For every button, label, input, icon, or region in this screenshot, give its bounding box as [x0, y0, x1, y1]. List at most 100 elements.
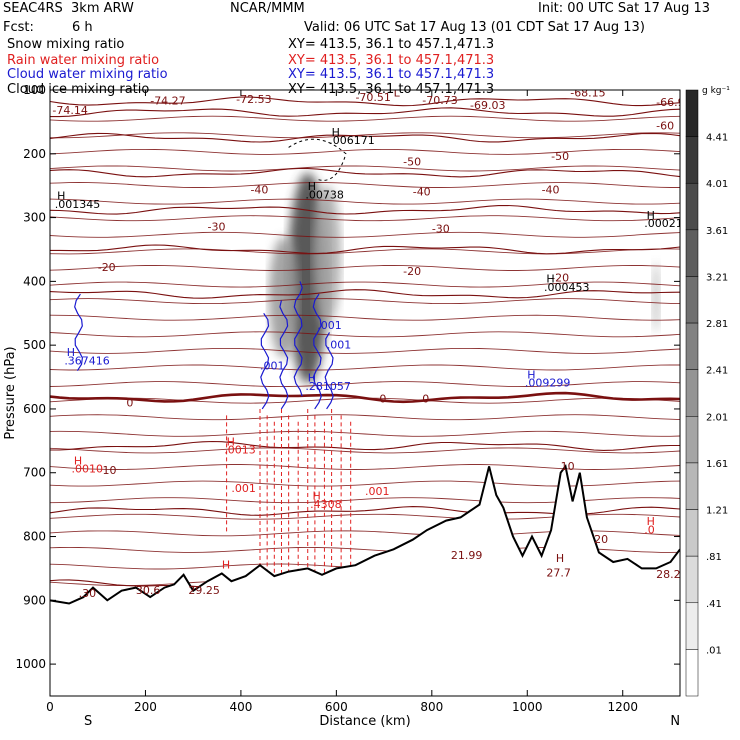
isotherm--70	[50, 96, 680, 107]
isotherm-label: -72.53	[236, 93, 271, 106]
isotherm-label: -20	[551, 271, 569, 284]
cloud-water-contour	[293, 281, 303, 397]
isotherm-label: -20	[403, 265, 421, 278]
contour-value-label: .001	[260, 359, 285, 372]
isotherm-label: -50	[551, 150, 569, 163]
colorbar: 4.41 4.01 3.61 3.21 2.81 2.41 2.01 1.61 1.21 .81.…	[685, 86, 730, 697]
extremum-value: .0	[644, 523, 655, 536]
field-xy-cloudwater: XY= 413.5, 36.1 to 457.1,471.3	[288, 67, 495, 82]
y-tick-label: 300	[23, 211, 46, 225]
plot-frame	[49, 89, 681, 697]
shading-blob	[312, 185, 341, 327]
extremum-value: .000211	[644, 217, 690, 230]
x-tick-label: 1000	[512, 700, 543, 714]
isotherm--50	[50, 132, 680, 143]
colorbar-tick-label: .01	[706, 645, 722, 656]
isotherm--20	[50, 244, 680, 255]
field-xy-rain: XY= 413.5, 36.1 to 457.1,471.3	[288, 53, 495, 68]
extremum-value: .000453	[544, 281, 590, 294]
isotherm--60	[50, 107, 680, 118]
isotherm-label: -60	[656, 120, 674, 133]
colorbar-swatch	[685, 649, 699, 697]
valid-time: Valid: 06 UTC Sat 17 Aug 13 (01 CDT Sat …	[304, 20, 645, 35]
extremum-marker: H	[67, 346, 75, 359]
extremum-marker: H	[227, 435, 235, 448]
contour-value-label: .001	[365, 485, 390, 498]
extremum-marker: H	[74, 454, 82, 467]
colorbar-swatch	[685, 369, 699, 417]
extremum-marker: H	[308, 180, 316, 193]
colorbar-tick-label: 3.21	[706, 272, 728, 283]
contour-value-label: H	[556, 552, 564, 565]
shading-blob	[268, 236, 299, 358]
colorbar-tick-label: 2.41	[706, 366, 728, 377]
y-tick-label: 1000	[15, 657, 46, 671]
extremum-marker: H	[332, 126, 340, 139]
colorbar-swatch	[685, 602, 699, 650]
isotherm-minor	[50, 464, 680, 470]
isotherm-label: -40	[413, 185, 431, 198]
isotherm-label: 10	[103, 464, 117, 477]
colorbar-unit: g kg⁻¹	[702, 86, 730, 96]
extremum-marker: H	[647, 515, 655, 528]
fcst-value: 6 h	[72, 20, 93, 35]
isotherm-minor	[50, 248, 680, 255]
colorbar-tick-label: 4.01	[706, 179, 728, 190]
contour-value-label: .30	[79, 587, 97, 600]
isotherm--10	[50, 289, 680, 299]
isotherm-label: -30	[432, 222, 450, 235]
isotherm-label: 0	[379, 393, 386, 406]
x-tick-label: 400	[229, 700, 252, 714]
south-label: S	[84, 714, 92, 729]
contour-labels: -74.27 -72.53 -70.51 -70.73 -69.03 -68.15 -66.…	[52, 90, 690, 600]
cloud-water-contour	[324, 332, 334, 410]
isotherm-label: 20	[594, 533, 608, 546]
fcst-label: Fcst:	[3, 20, 34, 35]
y-tick-label: 100	[23, 83, 46, 97]
contour-value-label: 28.28	[656, 568, 688, 581]
y-axis-label: Pressure (hPa)	[3, 346, 18, 439]
extremum-marker: H	[527, 368, 535, 381]
terrain-surface	[50, 464, 680, 696]
cloud-water-contour	[279, 300, 289, 410]
isotherm-label: -70.73	[422, 94, 457, 107]
colorbar-tick-label: .81	[706, 552, 722, 563]
isotherm--30	[50, 204, 680, 215]
model-title: SEAC4RS 3km ARW	[3, 1, 134, 16]
extremum-value: .00738	[305, 188, 344, 201]
mixing-ratio-shading	[268, 172, 661, 384]
cloud-water-contour	[74, 293, 84, 372]
terrain-line	[50, 464, 680, 605]
isotherm-0	[50, 391, 680, 404]
contour-value-label: -74.14	[52, 104, 87, 117]
colorbar-tick-label: 1.61	[706, 459, 728, 470]
field-xy-snow: XY= 413.5, 36.1 to 457.1,471.3	[288, 37, 495, 52]
colorbar-swatch	[685, 322, 699, 370]
colorbar-swatch	[685, 89, 699, 137]
isotherm-minor	[50, 281, 680, 288]
x-axis-label: Distance (km)	[319, 714, 410, 729]
y-tick-label: 700	[23, 466, 46, 480]
colorbar-tick-label: 4.41	[706, 133, 728, 144]
extremum-value: .4308	[310, 498, 342, 511]
isotherm-minor	[50, 414, 680, 421]
extremum-marker: H	[647, 209, 655, 222]
colorbar-tick-label: 3.61	[706, 226, 728, 237]
y-tick-label: 400	[23, 274, 46, 288]
colorbar-swatch	[685, 182, 699, 231]
isotherm-label: -69.03	[470, 99, 505, 112]
north-label: N	[670, 714, 680, 729]
extremum-value: .0010	[71, 463, 103, 476]
isotherm-minor	[50, 182, 680, 188]
org-label: NCAR/MMM	[230, 1, 305, 16]
x-tick-label: 600	[325, 700, 348, 714]
isotherm-10	[50, 440, 680, 451]
isotherm--40	[50, 167, 680, 178]
isotherm-minor	[50, 430, 680, 437]
colorbar-swatch	[685, 229, 699, 277]
isotherm-minor	[50, 381, 680, 388]
colorbar-swatch	[685, 416, 699, 464]
y-tick-label: 200	[23, 147, 46, 161]
colorbar-tick-label: .41	[706, 599, 722, 610]
isotherm-minor	[50, 314, 680, 321]
